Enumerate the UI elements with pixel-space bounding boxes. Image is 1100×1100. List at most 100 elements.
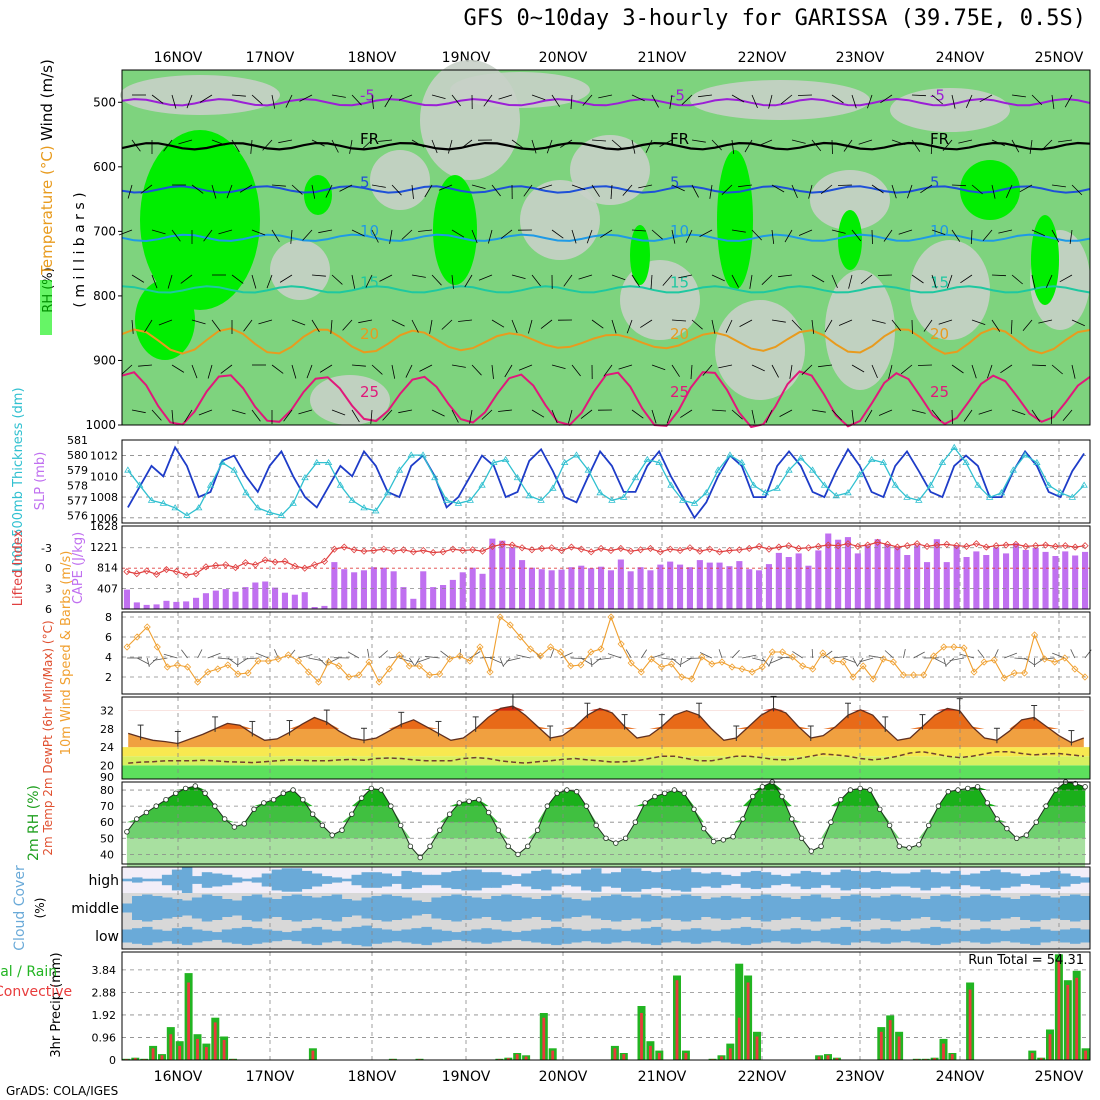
wind-barb: [251, 274, 257, 289]
cloud-cell-low: [970, 929, 981, 943]
wind-speed-marker: [708, 660, 716, 668]
cloud-cell-middle: [291, 894, 303, 922]
wind-speed-marker: [1061, 654, 1069, 662]
thickness-marker: [702, 489, 711, 496]
precip-conv-bar: [169, 1034, 173, 1060]
wind-barb-10m: [506, 657, 521, 662]
cloud-cell-middle: [132, 896, 143, 920]
temp-frame: [121, 696, 1091, 780]
precip-conv-bar: [515, 1054, 519, 1060]
cloud-cell-high: [950, 870, 961, 890]
cloud-cell-high: [870, 870, 881, 890]
cloud-cell-high: [531, 870, 542, 890]
wind-speed-marker: [940, 643, 948, 651]
thickness-marker: [974, 481, 982, 488]
wind-barb: [891, 319, 902, 332]
cape-bar: [370, 567, 377, 609]
wind-barb: [871, 184, 884, 194]
wind-barb-10m: [770, 657, 783, 664]
cape-bar: [548, 570, 555, 609]
wind-barb: [531, 139, 537, 154]
precip-conv-bar: [746, 982, 750, 1060]
rh-point: [632, 819, 638, 825]
cloud-cell-middle: [161, 897, 173, 919]
li-marker: [735, 546, 743, 554]
wind-barb: [226, 184, 233, 199]
wind-barb: [970, 229, 973, 245]
wind-barb: [923, 319, 933, 332]
cloud-cell-middle: [511, 896, 522, 920]
credit-label: GrADS: COLA/IGES: [6, 1084, 119, 1098]
wind-barb: [758, 139, 773, 146]
wind-barb-10m: [640, 649, 648, 659]
cloud-cell-high: [960, 874, 971, 886]
thickness-marker: [466, 496, 474, 503]
cape-bar: [281, 592, 288, 609]
cloud-cell-high: [371, 872, 382, 888]
cloud-cell-high: [122, 878, 133, 882]
thickness-marker: [785, 466, 793, 473]
cloud-cell-low: [840, 926, 851, 946]
wind-barb: [771, 319, 786, 323]
cape-bar: [973, 551, 980, 609]
cape-bar: [558, 569, 565, 609]
rh-dry-area: [890, 88, 1010, 132]
wind-barb-10m: [1070, 649, 1076, 659]
wind-barb: [349, 139, 353, 154]
cloud-cell-middle: [461, 896, 472, 920]
precip-conv-bar: [205, 1047, 208, 1060]
wind-barb: [531, 409, 545, 418]
cloud-cell-low: [401, 929, 412, 943]
wind-barb: [551, 229, 564, 239]
cloud-cell-high: [451, 870, 462, 890]
wind-barb: [131, 139, 141, 152]
wind-barb: [405, 364, 413, 378]
thickness-marker: [867, 455, 876, 463]
thickness-marker: [490, 458, 498, 466]
cloud-cell-low: [451, 932, 462, 940]
thickness-marker: [832, 492, 840, 499]
wind-barb: [951, 364, 964, 374]
rh-band: [126, 782, 1086, 807]
rh-point: [838, 797, 844, 803]
li-marker: [409, 548, 417, 556]
wind-barb: [731, 139, 735, 154]
cloud-cell-middle: [1070, 894, 1081, 922]
li-marker: [330, 545, 338, 553]
li-marker: [498, 540, 506, 548]
wind-tick-label: 4: [105, 651, 112, 664]
cloud-cell-low: [341, 928, 352, 944]
wind-barb: [311, 319, 320, 333]
wind-barb: [203, 229, 213, 242]
slp-line: [127, 445, 1085, 520]
wind-barb: [971, 319, 986, 325]
wind-barb: [711, 274, 725, 282]
wind-barb: [458, 319, 473, 322]
wind-barb: [351, 274, 356, 289]
li-marker: [982, 543, 990, 551]
cloud-cell-low: [591, 929, 602, 943]
precip-conv-bar: [542, 1017, 546, 1060]
li-marker: [182, 571, 190, 579]
day-label-bottom: 22NOV: [738, 1069, 787, 1085]
wind-speed-marker: [264, 657, 272, 665]
temp-tick-label: 90: [100, 771, 114, 784]
wind-barb-10m: [731, 649, 740, 659]
cloud-cell-high: [1010, 873, 1021, 887]
wind-barb: [1051, 229, 1060, 243]
cape-bar: [844, 537, 851, 609]
wind-speed-marker: [123, 643, 131, 651]
thickness-marker: [454, 499, 463, 506]
li-marker: [962, 542, 971, 550]
cloud-cell-low: [770, 930, 782, 942]
wind-barb: [431, 274, 442, 286]
cloud-level-label: high: [88, 873, 119, 889]
rh-legend-swatch: [40, 280, 52, 335]
rh-point: [319, 822, 326, 829]
cape-bar: [440, 585, 447, 609]
cloud-cell-low: [471, 929, 482, 943]
slp-tick-label: 1008: [90, 491, 118, 504]
cape-bar: [756, 570, 763, 609]
cloud-cell-middle: [331, 894, 343, 922]
wind-speed-marker: [395, 651, 403, 659]
